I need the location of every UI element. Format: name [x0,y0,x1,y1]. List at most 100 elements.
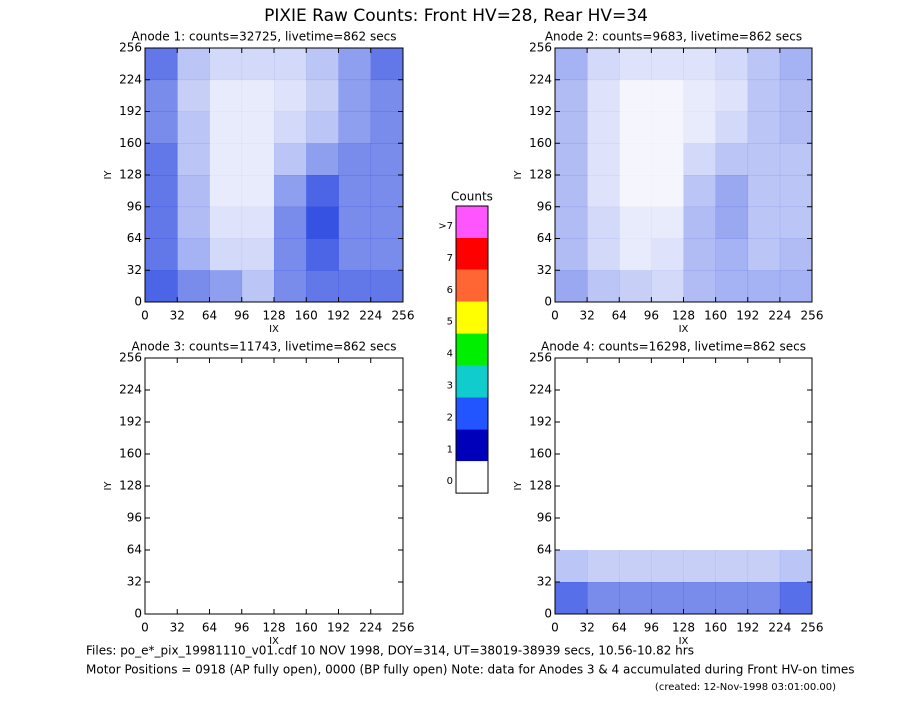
x-tick-label: 64 [612,309,627,323]
y-tick-label: 256 [119,351,142,365]
density-cell [370,79,404,112]
density-cell [683,582,716,615]
x-tick-label: 32 [170,621,185,635]
density-cell [587,79,620,112]
density-cell [274,422,307,454]
density-cell [651,358,683,390]
footer-line: Motor Positions = 0918 (AP fully open), … [86,663,855,677]
density-cell [683,48,716,81]
density-cell [209,143,243,176]
density-cell [339,390,372,422]
y-tick-label: 256 [119,41,142,55]
density-cell [619,550,652,583]
colorbar-label: 5 [447,317,453,328]
y-tick-label: 96 [537,199,552,213]
density-cell [306,238,339,271]
density-cell [274,79,307,112]
density-cell [555,79,588,112]
density-cell [587,143,620,176]
density-cell [587,454,619,486]
density-cell [684,422,716,454]
y-tick-label: 224 [529,72,552,86]
density-cell [780,358,812,390]
density-cell [242,454,275,486]
density-cell [619,238,652,271]
density-cell [587,175,620,208]
density-cell [274,390,307,422]
y-axis-label: IY [103,170,114,180]
density-cell [555,454,587,486]
density-cell [651,175,684,208]
density-cell [145,518,178,550]
density-cell [587,270,620,303]
panel-title: Anode 3: counts=11743, livetime=862 secs [132,340,397,354]
x-tick-label: 0 [141,309,149,323]
footer-line: Files: po_e*_pix_19981110_v01.cdf 10 NOV… [86,644,694,658]
density-cell [274,206,307,239]
x-tick-label: 160 [704,309,727,323]
density-cell [274,454,307,486]
density-cell [747,79,781,112]
density-cell [338,175,372,208]
y-tick-label: 96 [127,199,142,213]
density-cell [683,238,716,271]
density-cell [715,206,749,239]
density-cell [241,79,275,112]
density-cell [619,143,652,176]
y-tick-label: 160 [119,136,142,150]
density-cell [748,358,780,390]
density-cell [210,390,243,422]
density-cell [177,582,210,614]
density-cell [306,270,339,303]
density-cell [177,111,210,144]
density-cell [747,143,781,176]
y-tick-label: 128 [119,168,142,182]
colorbar-label: 4 [447,349,453,360]
panel-title: Anode 2: counts=9683, livetime=862 secs [545,30,802,44]
density-cell [780,518,812,550]
density-cell [242,358,275,390]
y-tick-label: 256 [529,351,552,365]
y-tick-label: 256 [529,41,552,55]
density-cell [210,486,243,518]
density-cell [338,48,372,81]
density-cell [210,550,243,582]
density-cell [370,111,404,144]
y-tick-label: 192 [119,104,142,118]
colorbar-label: 7 [447,253,453,264]
density-cell [684,358,716,390]
density-cell [715,143,749,176]
y-tick-label: 64 [127,231,142,245]
density-cell [651,206,684,239]
density-cell [209,206,243,239]
density-cell [209,270,243,303]
density-cell [339,422,372,454]
density-cell [587,550,620,583]
density-cell [747,270,781,303]
density-cell [306,111,339,144]
density-cell [716,422,748,454]
colorbar-label: >7 [438,221,453,232]
density-cell [177,175,210,208]
x-tick-label: 192 [327,309,350,323]
colorbar-label: 1 [447,444,453,455]
density-cell [177,422,210,454]
density-cell [274,143,307,176]
x-tick-label: 128 [263,621,286,635]
y-tick-label: 96 [127,511,142,525]
y-tick-label: 128 [529,168,552,182]
x-tick-label: 64 [612,621,627,635]
density-cell [779,206,813,239]
density-cell [210,518,243,550]
x-tick-label: 224 [768,621,791,635]
density-cell [177,270,210,303]
y-tick-label: 96 [537,511,552,525]
x-tick-label: 224 [359,621,382,635]
density-cell [306,486,339,518]
y-tick-label: 128 [119,479,142,493]
density-cell [683,550,716,583]
density-cell [241,206,275,239]
density-cell [210,358,243,390]
density-cell [241,143,275,176]
colorbar-label: 6 [447,285,453,296]
